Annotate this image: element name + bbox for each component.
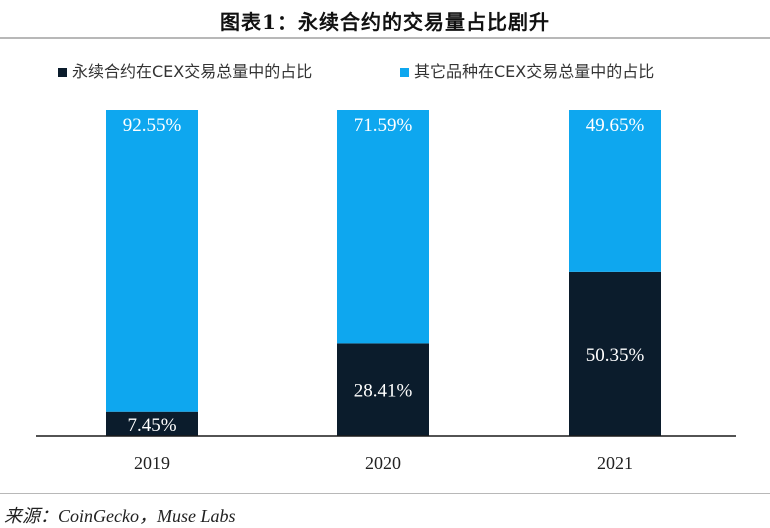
- bar-2020-series-2: [337, 110, 429, 344]
- x-tick-label-2021: 2021: [597, 453, 633, 473]
- data-label-2020-series-1: 28.41%: [354, 381, 413, 402]
- stacked-bar-chart: 永续合约在CEX交易总量中的占比 其它品种在CEX交易总量中的占比 7.45% 92.…: [36, 62, 736, 473]
- x-tick-label-2020: 2020: [365, 453, 401, 473]
- legend-label-2: 其它品种在CEX交易总量中的占比: [414, 62, 654, 81]
- source-note: 来源：CoinGecko，Muse Labs: [4, 506, 236, 526]
- data-label-2021-series-1: 50.35%: [586, 345, 645, 366]
- legend-swatch-1: [58, 68, 67, 77]
- bar-2021-series-2: [569, 110, 661, 272]
- legend-label-1: 永续合约在CEX交易总量中的占比: [72, 62, 312, 81]
- chart-title: 图表1：永续合约的交易量占比剧升: [220, 10, 550, 34]
- source-divider: [0, 493, 770, 494]
- data-label-2019-series-2: 92.55%: [123, 115, 182, 136]
- bar-2019-series-2: [106, 110, 198, 412]
- legend-swatch-2: [400, 68, 409, 77]
- data-label-2021-series-2: 49.65%: [586, 115, 645, 136]
- x-tick-label-2019: 2019: [134, 453, 170, 473]
- title-divider: [0, 37, 770, 39]
- bar-2021-series-1: [569, 271, 661, 436]
- bar-2019-series-1: [106, 411, 198, 436]
- data-label-2020-series-2: 71.59%: [354, 115, 413, 136]
- data-label-2019-series-1: 7.45%: [127, 415, 176, 436]
- bar-2020-series-1: [337, 343, 429, 436]
